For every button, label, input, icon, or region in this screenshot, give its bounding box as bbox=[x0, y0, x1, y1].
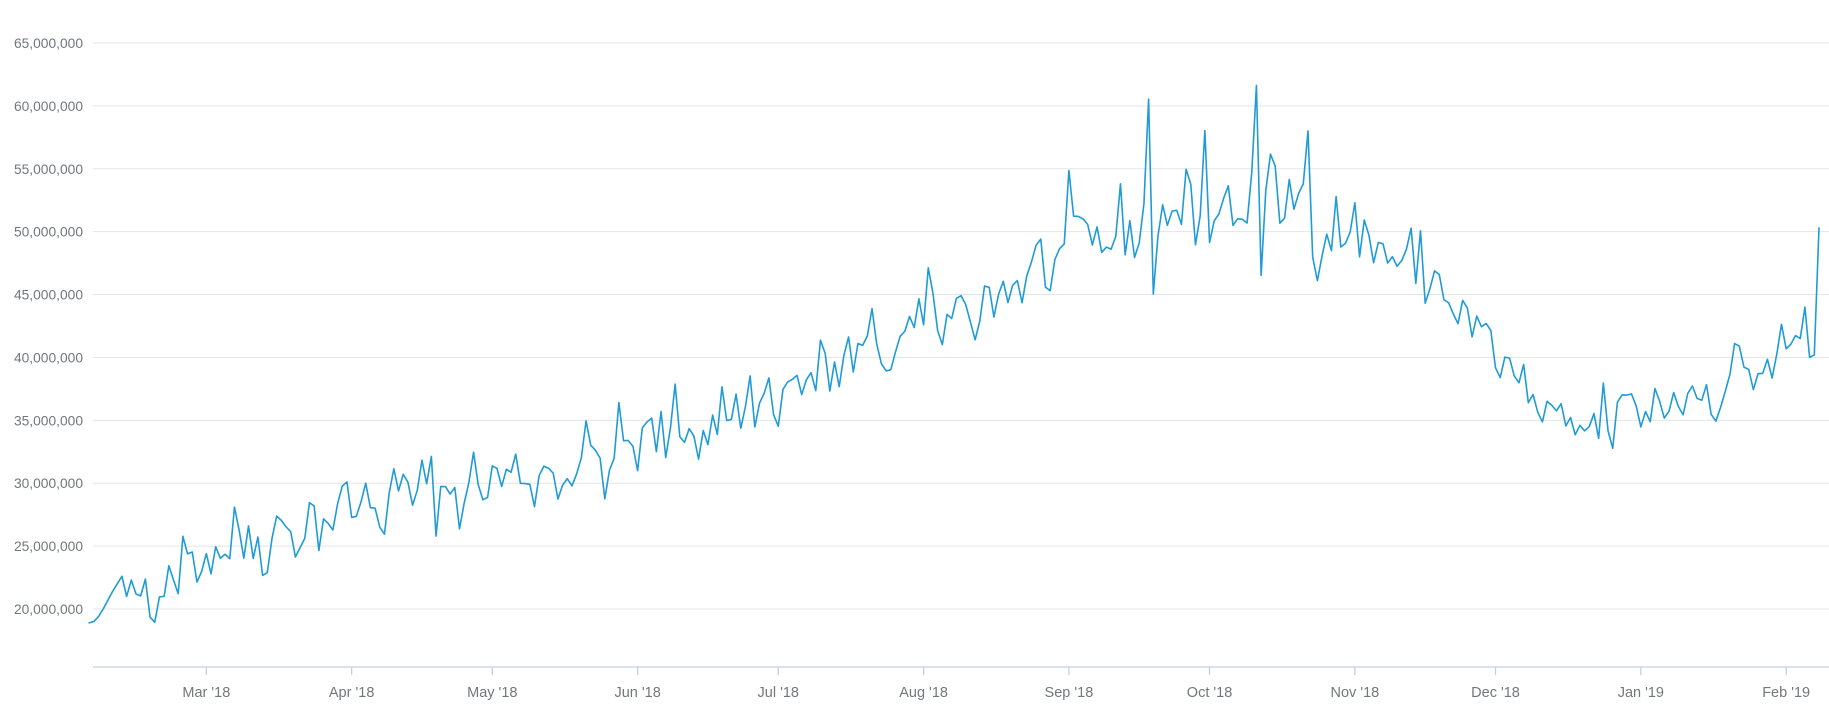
svg-text:65,000,000: 65,000,000 bbox=[14, 36, 83, 51]
svg-text:55,000,000: 55,000,000 bbox=[14, 162, 83, 177]
svg-text:25,000,000: 25,000,000 bbox=[14, 539, 83, 554]
svg-text:45,000,000: 45,000,000 bbox=[14, 288, 83, 303]
svg-text:20,000,000: 20,000,000 bbox=[14, 602, 83, 617]
svg-text:40,000,000: 40,000,000 bbox=[14, 350, 83, 365]
svg-text:Jan '19: Jan '19 bbox=[1618, 685, 1664, 701]
svg-text:35,000,000: 35,000,000 bbox=[14, 413, 83, 428]
svg-text:Feb '19: Feb '19 bbox=[1762, 685, 1810, 701]
svg-text:Jul '18: Jul '18 bbox=[758, 685, 799, 701]
svg-text:Jun '18: Jun '18 bbox=[614, 685, 660, 701]
svg-text:Mar '18: Mar '18 bbox=[182, 685, 230, 701]
svg-text:Apr '18: Apr '18 bbox=[329, 685, 375, 701]
svg-text:30,000,000: 30,000,000 bbox=[14, 476, 83, 491]
svg-text:50,000,000: 50,000,000 bbox=[14, 225, 83, 240]
svg-text:60,000,000: 60,000,000 bbox=[14, 99, 83, 114]
svg-text:Oct '18: Oct '18 bbox=[1187, 685, 1232, 701]
svg-text:Sep '18: Sep '18 bbox=[1045, 685, 1094, 701]
svg-text:May '18: May '18 bbox=[467, 685, 517, 701]
svg-text:Nov '18: Nov '18 bbox=[1331, 685, 1380, 701]
svg-text:Dec '18: Dec '18 bbox=[1471, 685, 1520, 701]
svg-text:Aug '18: Aug '18 bbox=[899, 685, 948, 701]
